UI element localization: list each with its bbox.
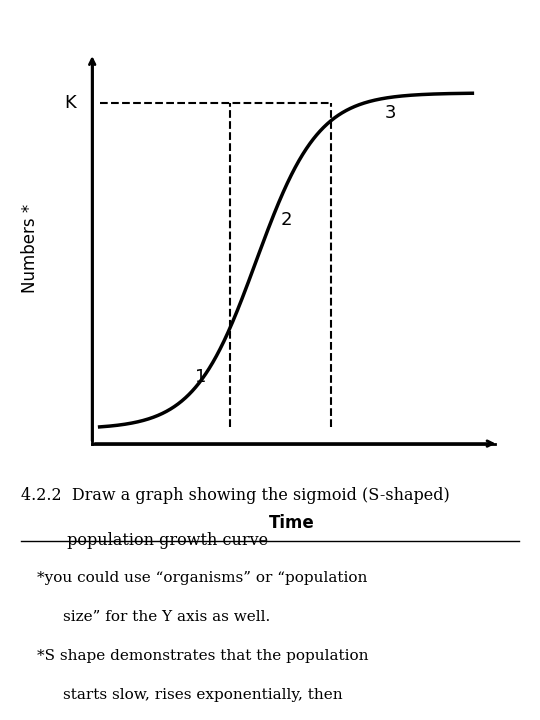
Text: *S shape demonstrates that the population: *S shape demonstrates that the populatio… — [37, 649, 368, 663]
Text: 2: 2 — [280, 211, 292, 229]
Text: population growth curve: population growth curve — [21, 531, 268, 549]
Text: Numbers *: Numbers * — [22, 204, 39, 293]
Text: 1: 1 — [194, 368, 206, 386]
Text: *you could use “organisms” or “population: *you could use “organisms” or “populatio… — [37, 571, 367, 585]
Text: 4.2.2  Draw a graph showing the sigmoid (S-shaped): 4.2.2 Draw a graph showing the sigmoid (… — [21, 487, 450, 505]
Text: 3: 3 — [384, 104, 396, 122]
Text: K: K — [64, 94, 76, 112]
Text: size” for the Y axis as well.: size” for the Y axis as well. — [63, 610, 270, 624]
Text: Time: Time — [269, 514, 314, 532]
Text: starts slow, rises exponentially, then: starts slow, rises exponentially, then — [63, 688, 342, 702]
